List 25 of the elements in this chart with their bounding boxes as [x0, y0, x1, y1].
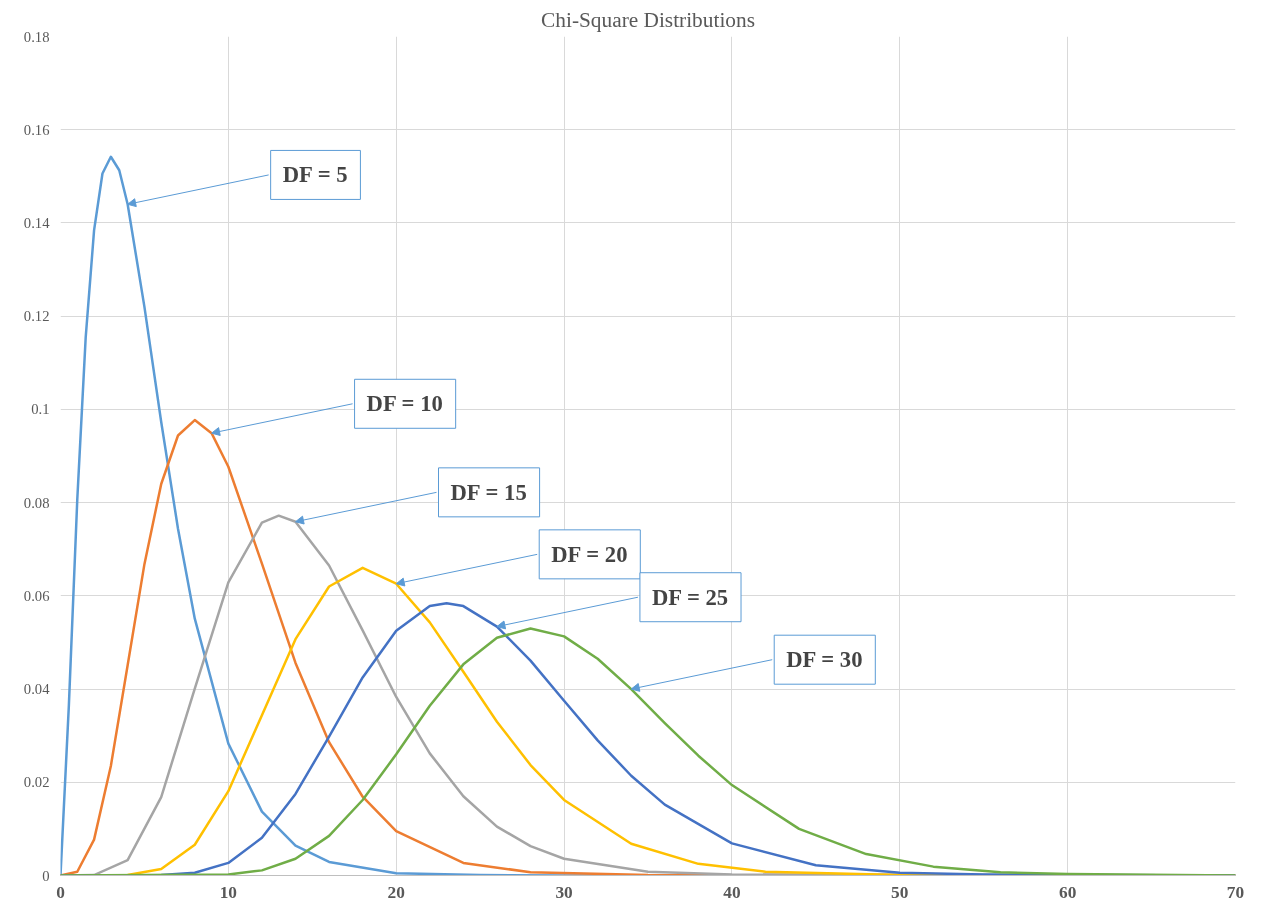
y-tick-label: 0.12	[23, 308, 50, 325]
x-tick-label: 50	[891, 882, 909, 902]
y-tick-label: 0.04	[23, 681, 51, 698]
y-tick-label: 0.16	[23, 121, 50, 138]
x-tick-label: 30	[555, 882, 573, 902]
y-tick-label: 0.18	[23, 28, 50, 45]
x-tick-label: 40	[723, 882, 741, 902]
y-tick-label: 0.14	[23, 214, 51, 231]
x-tick-label: 0	[56, 882, 65, 902]
x-tick-label: 10	[219, 882, 238, 902]
annotation: DF = 25	[651, 584, 729, 610]
y-tick-label: 0.08	[23, 494, 50, 511]
annotation: DF = 10	[366, 391, 443, 417]
y-tick-label: 0.1	[31, 401, 50, 418]
chart-title: Chi-Square Distributions	[541, 7, 755, 32]
annotation: DF = 20	[551, 541, 628, 567]
y-tick-label: 0.06	[23, 587, 50, 604]
y-tick-label: 0	[42, 867, 50, 884]
y-tick-label: 0.02	[23, 774, 50, 791]
annotation: DF = 30	[786, 647, 863, 673]
x-tick-label: 20	[387, 882, 405, 902]
x-tick-label: 70	[1226, 882, 1245, 902]
x-tick-label: 60	[1058, 882, 1077, 902]
annotation: DF = 5	[282, 162, 348, 188]
annotation: DF = 15	[450, 479, 527, 505]
